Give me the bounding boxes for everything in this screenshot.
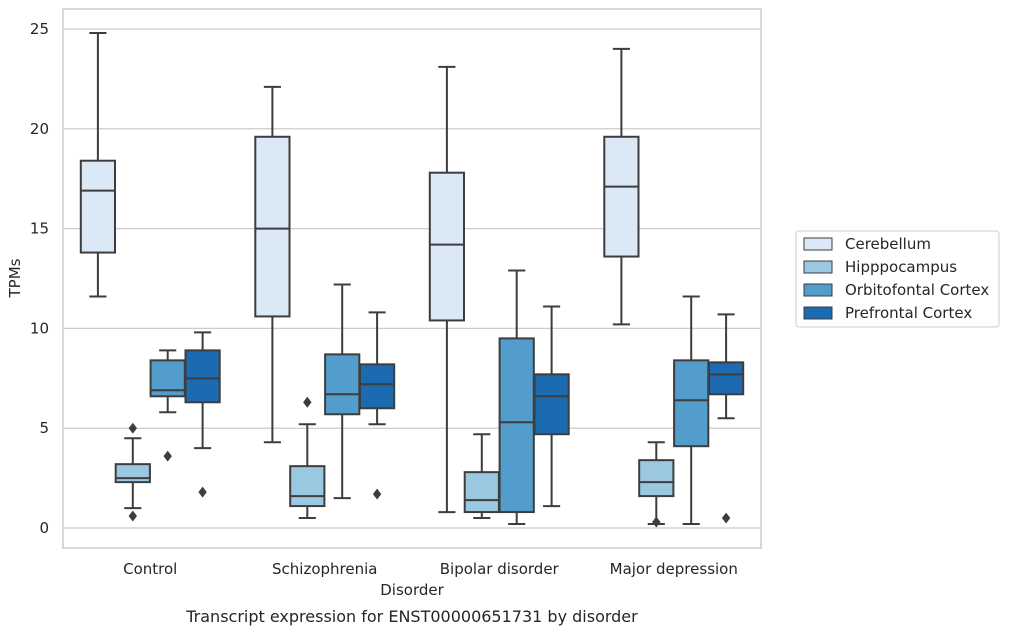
- box-3-4: [673, 295, 710, 526]
- outlier-point: [198, 486, 207, 498]
- box-body: [498, 337, 535, 514]
- y-axis-label: TPMs: [6, 258, 24, 298]
- box-body: [358, 363, 396, 410]
- legend-swatch: [803, 306, 833, 320]
- legend-frame: [795, 230, 1000, 328]
- box-4-2: [358, 311, 396, 500]
- box-3-2: [324, 283, 361, 500]
- box-2-2: [289, 396, 326, 520]
- outlier-point: [303, 396, 312, 408]
- x-tick-label: Control: [123, 560, 177, 578]
- grid-lines: [63, 28, 761, 529]
- box-body: [254, 135, 291, 318]
- legend-swatch: [803, 237, 833, 251]
- box-body: [707, 361, 745, 396]
- box-3-1: [149, 349, 186, 462]
- outlier-point: [721, 512, 731, 524]
- legend-label: Prefrontal Cortex: [845, 304, 972, 322]
- box-body: [463, 471, 500, 514]
- box-4-1: [184, 331, 221, 498]
- y-tick-label: 20: [30, 120, 49, 138]
- box-body: [324, 353, 361, 416]
- box-1-1: [79, 31, 117, 298]
- y-tick-label: 15: [30, 220, 49, 238]
- legend-label: Hipppocampus: [845, 258, 957, 276]
- box-3-3: [498, 269, 535, 526]
- outlier-point: [128, 422, 137, 434]
- box-body: [79, 159, 117, 254]
- plot-frame: [62, 8, 762, 549]
- legend: Cerebellum Hipppocampus Orbitofontal Corte…: [795, 230, 1000, 328]
- box-2-3: [463, 433, 500, 520]
- x-tick-label: Schizophrenia: [272, 560, 377, 578]
- box-body: [184, 349, 221, 404]
- box-body: [428, 171, 466, 322]
- y-tick-labels: 0 5 10 15 20 25: [30, 20, 49, 537]
- box-body: [603, 135, 640, 258]
- legend-swatch: [803, 260, 833, 274]
- box-4-3: [533, 305, 570, 508]
- x-tick-label: Bipolar disorder: [440, 560, 560, 578]
- x-tick-labels: Control Schizophrenia Bipolar disorder Majo…: [123, 560, 738, 578]
- box-body: [638, 459, 675, 498]
- boxes-layer: [79, 31, 745, 528]
- box-1-2: [254, 85, 291, 444]
- x-axis-label: Disorder: [380, 581, 444, 599]
- box-1-4: [603, 47, 640, 326]
- legend-swatch: [803, 283, 833, 297]
- box-2-1: [114, 422, 151, 522]
- box-2-4: [638, 441, 675, 528]
- y-tick-label: 0: [39, 519, 49, 537]
- box-4-4: [707, 313, 745, 524]
- legend-label: Orbitofontal Cortex: [845, 281, 989, 299]
- outlier-point: [372, 488, 382, 500]
- y-tick-label: 5: [39, 419, 49, 437]
- y-tick-label: 10: [30, 319, 49, 337]
- outlier-point: [128, 510, 137, 522]
- y-tick-label: 25: [30, 20, 49, 38]
- box-1-3: [428, 65, 466, 514]
- x-tick-label: Major depression: [610, 560, 738, 578]
- chart-caption: Transcript expression for ENST0000065173…: [185, 607, 638, 626]
- box-body: [114, 463, 151, 484]
- box-body: [533, 373, 570, 436]
- box-body: [673, 359, 710, 448]
- outlier-point: [652, 516, 661, 528]
- legend-label: Cerebellum: [845, 235, 931, 253]
- box-body: [289, 465, 326, 508]
- outlier-point: [163, 450, 172, 462]
